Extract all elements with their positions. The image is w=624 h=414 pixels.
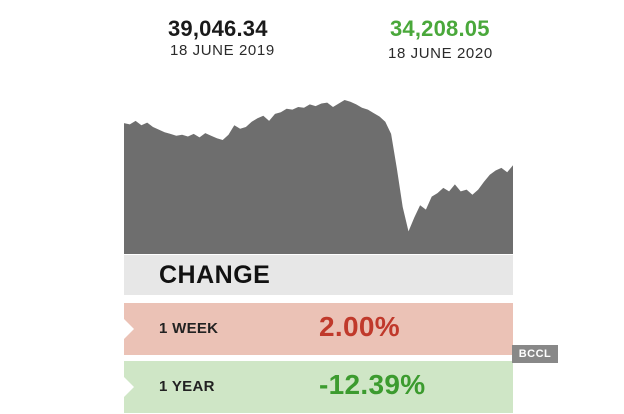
change-row-year: 1 YEAR -12.39% [124, 361, 513, 413]
change-row-week: 1 WEEK 2.00% [124, 303, 513, 355]
year-value: -12.39% [319, 369, 426, 400]
change-heading: CHANGE [159, 261, 271, 289]
start-date: 18 JUNE 2019 [170, 42, 275, 59]
week-value: 2.00% [319, 311, 400, 342]
index-area-chart [124, 100, 513, 254]
year-label: 1 YEAR [159, 378, 215, 395]
week-label: 1 WEEK [159, 320, 219, 337]
start-value: 39,046.34 [168, 16, 268, 41]
area-series [124, 100, 513, 254]
change-header: CHANGE [124, 255, 513, 295]
row-notch [124, 319, 134, 339]
row-notch [124, 377, 134, 397]
bccl-watermark: BCCL [512, 345, 558, 363]
end-date: 18 JUNE 2020 [388, 45, 493, 62]
end-value: 34,208.05 [390, 16, 490, 41]
